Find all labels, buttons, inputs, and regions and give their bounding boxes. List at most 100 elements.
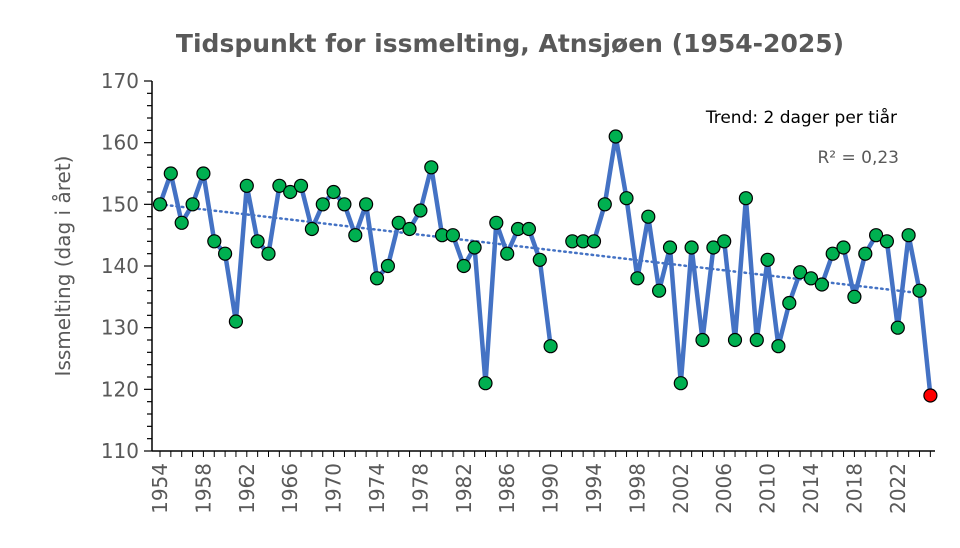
data-point	[326, 184, 341, 200]
data-point	[207, 234, 222, 249]
x-tick-label: 2002	[669, 463, 693, 514]
data-point	[500, 246, 515, 261]
data-point	[272, 178, 287, 193]
data-point	[858, 246, 873, 261]
data-point	[532, 252, 547, 267]
x-tick-label: 1974	[365, 463, 389, 514]
data-point	[359, 197, 374, 212]
data-point	[445, 228, 460, 243]
data-point	[782, 295, 797, 311]
data-point	[478, 376, 493, 391]
y-tick-label: 140	[101, 254, 139, 278]
data-point	[868, 228, 884, 243]
data-point	[608, 129, 623, 144]
data-point	[825, 246, 840, 261]
data-point	[738, 191, 754, 206]
data-point	[619, 191, 634, 206]
x-tick-label: 2018	[842, 463, 866, 514]
data-point	[597, 197, 612, 212]
data-point	[218, 246, 233, 261]
data-point	[391, 215, 406, 230]
data-point	[641, 209, 656, 224]
data-point	[283, 184, 298, 200]
x-tick-label: 1998	[625, 463, 649, 514]
x-tick-label: 2022	[886, 463, 910, 514]
data-point	[521, 221, 537, 237]
data-points	[152, 129, 938, 403]
data-point	[749, 332, 764, 348]
y-tick-label: 130	[101, 316, 139, 340]
data-point	[879, 234, 895, 249]
data-point	[771, 339, 786, 354]
x-tick-label: 2014	[799, 463, 823, 514]
data-point	[717, 234, 732, 249]
x-tick-label: 2010	[756, 463, 780, 514]
data-point	[174, 215, 189, 230]
data-point	[152, 197, 168, 212]
data-point	[185, 197, 200, 212]
data-point	[304, 221, 319, 237]
x-tick-label: 1962	[235, 463, 259, 514]
r-squared-annotation: R² = 0,23	[817, 148, 899, 168]
data-point	[261, 246, 276, 261]
trend-annotation: Trend: 2 dager per tiår	[705, 107, 897, 128]
data-point	[163, 166, 178, 181]
data-point	[760, 252, 775, 267]
data-point	[695, 332, 710, 348]
data-point	[196, 166, 211, 181]
x-tick-label: 1986	[495, 463, 519, 514]
data-point	[890, 320, 905, 335]
data-point	[684, 240, 699, 255]
series-line	[157, 165, 553, 386]
x-tick-label: 1954	[148, 463, 172, 514]
data-point	[467, 240, 482, 255]
data-point	[424, 160, 439, 175]
series-line-layer	[157, 134, 933, 398]
y-axis-label: Issmelting (dag i året)	[51, 156, 75, 377]
y-tick-label: 110	[101, 439, 139, 463]
x-tick-label: 1994	[582, 463, 606, 514]
data-point	[912, 283, 927, 298]
data-point-latest	[923, 388, 938, 403]
data-point	[651, 283, 667, 298]
data-point	[369, 271, 385, 286]
data-point	[803, 271, 819, 286]
x-tick-label: 1982	[452, 463, 476, 514]
data-point	[413, 203, 428, 218]
trendline-layer	[158, 203, 921, 295]
x-tick-label: 2006	[712, 463, 736, 514]
data-point	[792, 265, 808, 280]
x-tick-label: 1990	[539, 463, 563, 514]
axes: 110 120 130 140 150 160 170 1954 1958 1962 1966 197…	[101, 69, 935, 514]
data-point	[543, 339, 558, 354]
data-point	[673, 376, 688, 391]
series-line	[570, 134, 933, 398]
y-tick-label: 120	[101, 377, 139, 401]
data-point	[727, 332, 743, 348]
data-point	[250, 234, 265, 249]
data-point	[293, 178, 309, 193]
data-point	[586, 234, 602, 249]
data-point	[402, 221, 417, 237]
data-point	[814, 277, 830, 292]
data-point	[337, 197, 352, 212]
data-point	[489, 215, 504, 230]
data-point	[348, 228, 363, 243]
trendline	[158, 203, 921, 295]
y-tick-label: 170	[101, 69, 139, 93]
data-point	[315, 197, 330, 212]
data-point	[239, 178, 254, 193]
x-tick-label: 1970	[322, 463, 346, 514]
x-tick-label: 1966	[278, 463, 302, 514]
data-point	[847, 289, 862, 304]
x-tick-label: 1958	[191, 463, 215, 514]
data-point	[228, 314, 243, 329]
chart-title: Tidspunkt for issmelting, Atnsjøen (1954…	[176, 29, 844, 58]
data-point	[706, 240, 721, 255]
data-point	[901, 228, 916, 243]
data-point	[836, 240, 851, 255]
y-tick-label: 160	[101, 131, 139, 155]
data-point	[662, 240, 678, 255]
x-tick-label: 1978	[408, 463, 432, 514]
